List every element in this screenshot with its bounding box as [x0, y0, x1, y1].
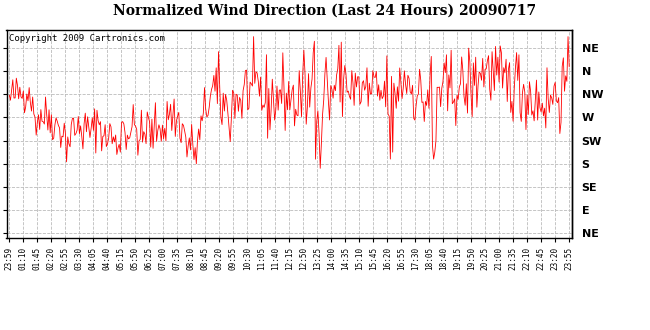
Text: Normalized Wind Direction (Last 24 Hours) 20090717: Normalized Wind Direction (Last 24 Hours…	[114, 3, 536, 17]
Text: Copyright 2009 Cartronics.com: Copyright 2009 Cartronics.com	[9, 34, 165, 43]
